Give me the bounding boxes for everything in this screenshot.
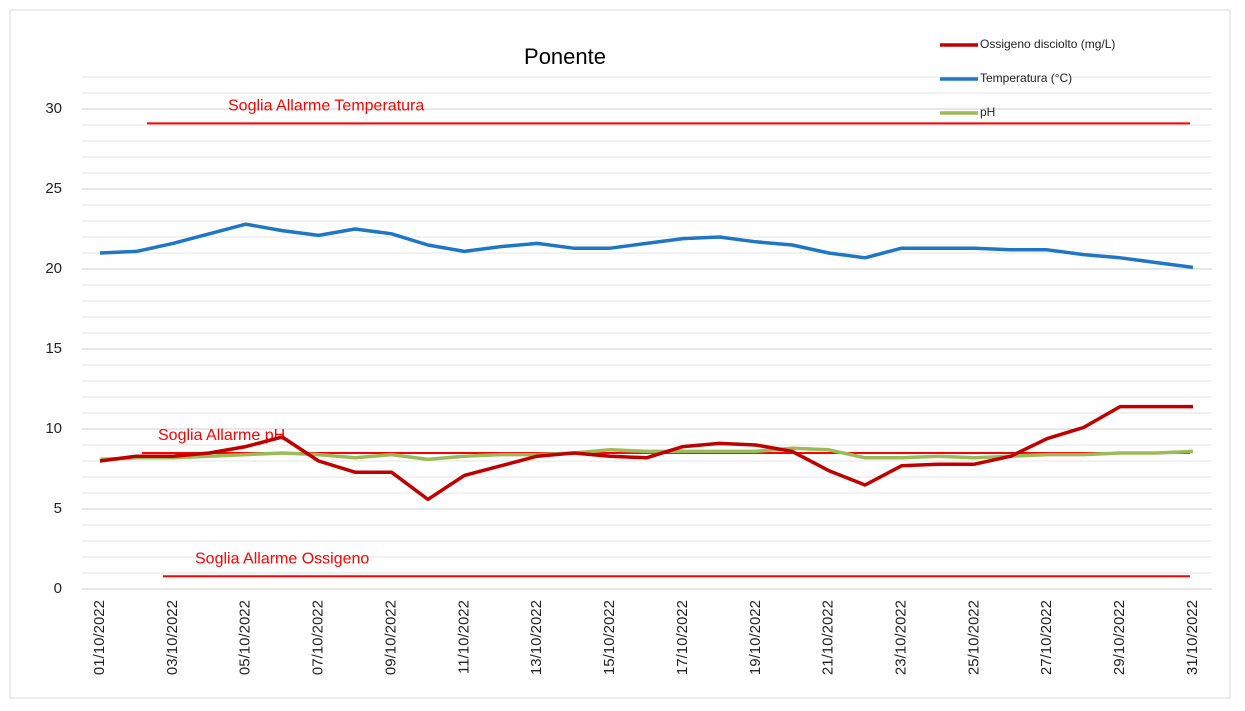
x-tick-label: 29/10/2022 xyxy=(1111,600,1128,675)
x-tick-label: 05/10/2022 xyxy=(237,600,254,675)
legend-label: Ossigeno disciolto (mg/L) xyxy=(980,37,1115,51)
chart-title: Ponente xyxy=(524,44,606,69)
x-tick-label: 27/10/2022 xyxy=(1038,600,1055,675)
threshold-label: Soglia Allarme pH xyxy=(158,427,285,444)
legend-label: Temperatura (°C) xyxy=(980,71,1072,85)
x-tick-label: 21/10/2022 xyxy=(820,600,837,675)
x-tick-label: 01/10/2022 xyxy=(91,600,108,675)
y-tick-label: 30 xyxy=(45,100,62,117)
chart-frame xyxy=(9,9,1231,699)
y-tick-label: 5 xyxy=(54,500,62,517)
x-tick-label: 17/10/2022 xyxy=(674,600,691,675)
x-tick-label: 07/10/2022 xyxy=(310,600,327,675)
y-tick-label: 15 xyxy=(45,340,62,357)
y-tick-label: 25 xyxy=(45,180,62,197)
y-tick-label: 20 xyxy=(45,260,62,277)
legend-label: pH xyxy=(980,105,995,119)
y-tick-label: 0 xyxy=(54,580,62,597)
x-tick-label: 13/10/2022 xyxy=(528,600,545,675)
x-tick-label: 15/10/2022 xyxy=(601,600,618,675)
x-tick-label: 11/10/2022 xyxy=(455,600,472,674)
x-tick-label: 25/10/2022 xyxy=(965,600,982,675)
y-tick-label: 10 xyxy=(45,420,62,437)
data-line xyxy=(99,222,1194,270)
x-tick-label: 19/10/2022 xyxy=(747,600,764,675)
x-tick-label: 23/10/2022 xyxy=(893,600,910,675)
threshold-label: Soglia Allarme Temperatura xyxy=(228,98,424,115)
threshold-label: Soglia Allarme Ossigeno xyxy=(195,550,369,567)
data-line xyxy=(99,404,1193,502)
x-tick-label: 31/10/2022 xyxy=(1184,600,1201,675)
x-tick-label: 09/10/2022 xyxy=(382,600,399,675)
x-tick-label: 03/10/2022 xyxy=(164,600,181,675)
